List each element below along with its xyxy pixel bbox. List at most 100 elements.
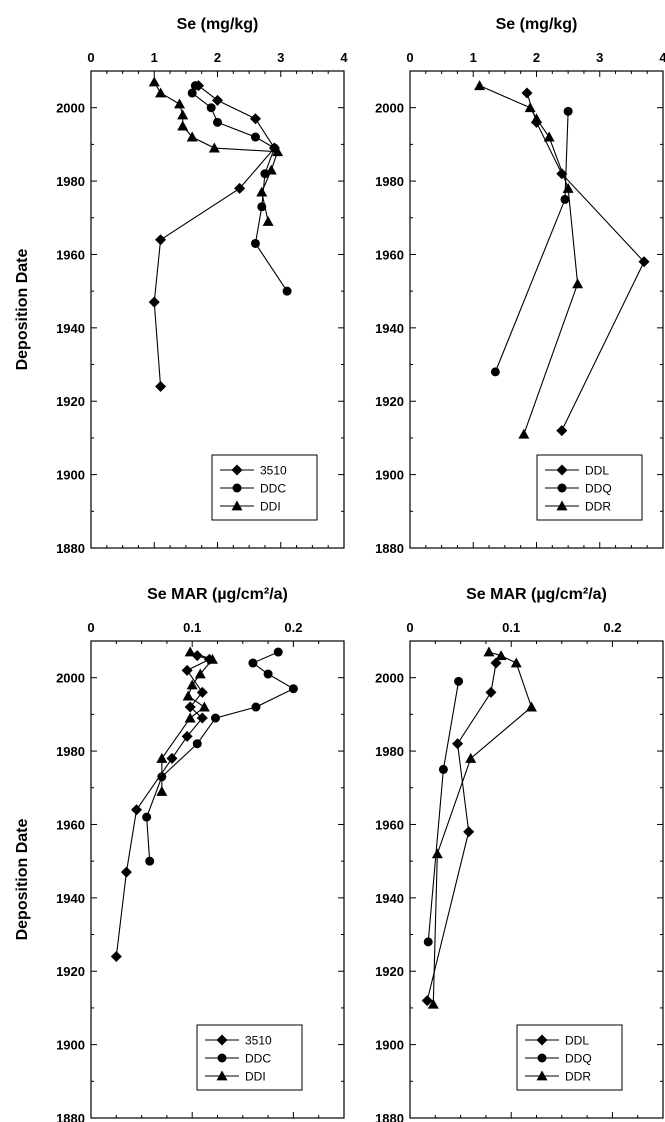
- chart-panel-4: 0 0.1 0.2 1880 1900 1920 1940 1960 1980 2000 Se MA…: [375, 586, 664, 1122]
- y-tick-label: 1940: [375, 891, 404, 906]
- data-point-DDC: [213, 117, 222, 127]
- data-point-DDR: [572, 278, 584, 289]
- data-point-DDC: [251, 702, 261, 712]
- data-point-3510: [196, 686, 208, 698]
- data-point-DDI: [186, 679, 198, 690]
- data-point-DDL: [490, 657, 502, 669]
- series-line-DDC: [191, 85, 288, 292]
- data-point-DDI: [155, 87, 167, 98]
- data-point-DDR: [431, 848, 443, 859]
- x-tick-label: 3: [596, 50, 603, 65]
- data-point-DDR: [465, 752, 477, 763]
- data-point-3510: [212, 94, 223, 106]
- x-tick-label: 1: [151, 50, 158, 65]
- y-tick-label: 1960: [375, 817, 404, 832]
- legend-marker-DDQ: [537, 1053, 547, 1063]
- legend-marker-3510: [231, 464, 243, 476]
- data-point-DDQ: [560, 194, 570, 204]
- y-tick-label: 1900: [375, 1038, 404, 1053]
- series-3510: [148, 80, 280, 393]
- legend-marker-DDI: [231, 500, 243, 511]
- y-tick-label: 1940: [375, 321, 404, 336]
- x-tick-label: 4: [340, 50, 348, 65]
- y-tick-label: 1960: [375, 247, 404, 262]
- y-tick-label: 1940: [56, 891, 85, 906]
- data-point-DDC: [260, 169, 270, 179]
- chart-panel-1: 0 1 2 3 4 1880 1900 1920 1940 1960 1980 2000 Se (mg/…: [14, 16, 348, 556]
- series-line-DDC: [146, 651, 295, 862]
- data-point-DDL: [556, 168, 568, 180]
- data-point-3510: [148, 296, 160, 308]
- x-axis-title: Se MAR (µg/cm²/a): [147, 586, 288, 603]
- legend-label-DDR: DDR: [565, 1070, 591, 1084]
- x-tick-label: 4: [659, 50, 665, 65]
- data-point-DDC: [263, 669, 273, 679]
- data-point-3510: [196, 712, 208, 724]
- series-line-DDR: [479, 85, 579, 435]
- data-point-3510: [120, 866, 132, 878]
- data-point-DDC: [282, 286, 292, 296]
- legend: 3510 DDC DDI: [196, 1024, 303, 1091]
- series-line-3510: [153, 85, 276, 387]
- legend-label-DDI: DDI: [260, 500, 281, 514]
- data-point-DDR: [531, 113, 542, 124]
- data-point-DDL: [556, 425, 568, 437]
- x-tick-label: 0.2: [603, 620, 621, 635]
- data-point-DDI: [265, 164, 277, 175]
- series-line-DDQ: [427, 681, 460, 942]
- series-3510: [110, 650, 215, 963]
- y-tick-label: 2000: [375, 101, 404, 116]
- data-point-DDI: [206, 653, 218, 664]
- legend-marker-DDR: [536, 1070, 548, 1081]
- y-tick-label: 1940: [56, 321, 85, 336]
- data-point-DDI: [177, 120, 189, 131]
- data-point-DDI: [272, 146, 284, 157]
- data-point-3510: [110, 951, 122, 963]
- data-point-DDQ: [438, 764, 448, 774]
- chart-panel-2: 0 1 2 3 4 1880 1900 1920 1940 1960 1980 2000 Se (mg/…: [375, 16, 665, 556]
- x-axis-title: Se MAR (µg/cm²/a): [466, 586, 607, 603]
- legend: DDL DDQ DDR: [536, 454, 643, 521]
- data-point-DDL: [521, 87, 533, 99]
- series-DDR: [427, 646, 537, 1009]
- y-tick-label: 1980: [56, 744, 85, 759]
- series-DDI: [156, 646, 218, 796]
- data-point-DDC: [250, 132, 260, 142]
- data-point-DDI: [148, 76, 160, 87]
- y-tick-label: 1900: [375, 468, 404, 483]
- data-point-DDR: [562, 182, 574, 193]
- data-point-DDR: [474, 80, 486, 91]
- x-tick-label: 0: [87, 620, 94, 635]
- x-tick-label: 0: [406, 50, 413, 65]
- series-DDC: [142, 647, 298, 866]
- series-DDR: [474, 80, 584, 439]
- data-point-DDQ: [423, 937, 433, 947]
- data-point-DDI: [177, 109, 189, 120]
- data-point-DDR: [427, 998, 439, 1009]
- legend: 3510 DDC DDI: [211, 454, 318, 521]
- legend-marker-DDL: [536, 1034, 548, 1046]
- data-point-DDC: [190, 81, 200, 91]
- y-tick-label: 1980: [56, 174, 85, 189]
- legend-label-DDL: DDL: [565, 1034, 589, 1048]
- data-point-DDQ: [490, 367, 500, 377]
- data-point-DDI: [182, 690, 194, 701]
- data-point-DDR: [543, 131, 555, 142]
- chart-panel-3: 0 0.1 0.2 1880 1900 1920 1940 1960 1980 2000 Se MA…: [14, 586, 345, 1122]
- data-point-DDC: [142, 812, 152, 822]
- legend-marker-DDC: [217, 1053, 227, 1063]
- data-point-DDI: [198, 701, 210, 712]
- data-point-DDI: [208, 142, 220, 153]
- legend-label-DDR: DDR: [585, 500, 611, 514]
- data-point-DDC: [250, 238, 260, 248]
- x-tick-label: 2: [533, 50, 540, 65]
- data-point-3510: [155, 234, 167, 246]
- series-line-DDQ: [494, 111, 569, 373]
- data-point-3510: [181, 730, 193, 742]
- y-tick-label: 1980: [375, 744, 404, 759]
- data-point-DDQ: [563, 106, 573, 116]
- data-point-DDC: [288, 684, 298, 694]
- y-tick-label: 2000: [375, 671, 404, 686]
